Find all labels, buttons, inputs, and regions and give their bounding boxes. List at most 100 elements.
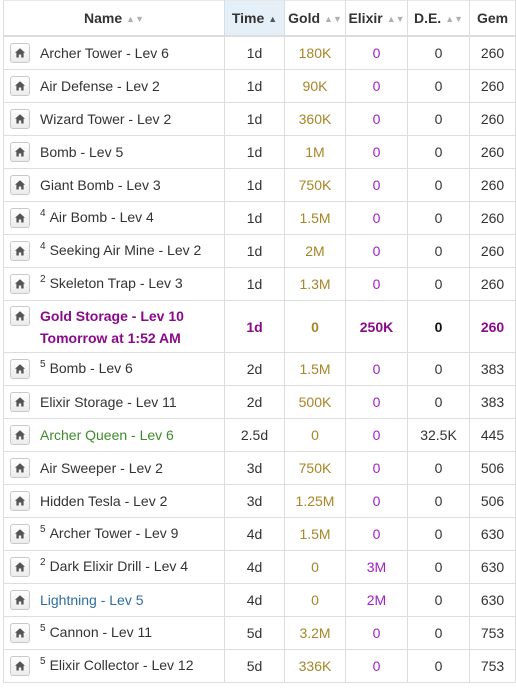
- gold-cost-cell: 180K: [284, 35, 346, 70]
- home-button[interactable]: [10, 76, 30, 96]
- home-button[interactable]: [10, 491, 30, 511]
- sort-neutral-icon: ▲▼: [324, 13, 342, 24]
- home-button[interactable]: [10, 557, 30, 577]
- table-row: 4 Seeking Air Mine - Lev 2 1d 2M 0 0 260: [3, 234, 516, 268]
- home-icon: [14, 212, 26, 224]
- building-name: Elixir Storage - Lev 11: [40, 394, 177, 410]
- column-header-gem-label: Gem: [476, 10, 509, 26]
- dark-elixir-cost-cell: 0: [407, 201, 470, 235]
- home-button[interactable]: [10, 175, 30, 195]
- home-button[interactable]: [10, 359, 30, 379]
- gem-cost-cell: 383: [469, 352, 516, 386]
- column-header-name[interactable]: Name ▲▼: [3, 0, 225, 37]
- gold-cost-cell: 750K: [284, 168, 346, 202]
- home-icon: [14, 396, 26, 408]
- upgrade-table: Name ▲▼ Time ▲ Gold ▲▼ Elixir ▲▼ D.E. ▲▼ Gem …: [3, 0, 516, 683]
- table-body: Archer Tower - Lev 6 1d 180K 0 0 260 Air Defen…: [3, 35, 516, 683]
- elixir-cost-cell: 250K: [345, 300, 408, 353]
- elixir-cost-cell: 0: [345, 135, 408, 169]
- elixir-cost-cell: 3M: [345, 550, 408, 584]
- dark-elixir-cost-cell: 0: [407, 385, 470, 419]
- dark-elixir-cost-cell: 0: [407, 649, 470, 683]
- elixir-cost-cell: 0: [345, 616, 408, 650]
- name-cell: Air Defense - Lev 2: [3, 69, 225, 103]
- building-name: Gold Storage - Lev 10: [40, 307, 184, 324]
- time-cell: 1d: [224, 135, 285, 169]
- gem-cost-cell: 260: [469, 168, 516, 202]
- home-button[interactable]: [10, 392, 30, 412]
- name-cell: Elixir Storage - Lev 11: [3, 385, 225, 419]
- elixir-cost-cell: 0: [345, 451, 408, 485]
- name-cell: 5 Bomb - Lev 6: [3, 352, 225, 386]
- elixir-cost-cell: 0: [345, 352, 408, 386]
- home-button[interactable]: [10, 142, 30, 162]
- gem-cost-cell: 260: [469, 201, 516, 235]
- home-button[interactable]: [10, 109, 30, 129]
- time-cell: 5d: [224, 649, 285, 683]
- home-icon: [14, 363, 26, 375]
- elixir-cost-cell: 0: [345, 234, 408, 268]
- dark-elixir-cost-cell: 0: [407, 352, 470, 386]
- table-row: 2 Dark Elixir Drill - Lev 4 4d 0 3M 0 630: [3, 550, 516, 584]
- home-icon: [14, 47, 26, 59]
- table-row: Archer Queen - Lev 6 2.5d 0 0 32.5K 445: [3, 418, 516, 452]
- gem-cost-cell: 260: [469, 135, 516, 169]
- home-icon: [14, 146, 26, 158]
- table-row: 5 Elixir Collector - Lev 12 5d 336K 0 0 753: [3, 649, 516, 683]
- elixir-cost-cell: 0: [345, 385, 408, 419]
- building-name: Archer Tower - Lev 9: [49, 524, 179, 541]
- home-button[interactable]: [10, 208, 30, 228]
- name-cell: 2 Skeleton Trap - Lev 3: [3, 267, 225, 301]
- column-header-de[interactable]: D.E. ▲▼: [407, 0, 470, 37]
- building-name: Cannon - Lev 11: [49, 623, 153, 640]
- table-row: Air Defense - Lev 2 1d 90K 0 0 260: [3, 69, 516, 103]
- home-button[interactable]: [10, 274, 30, 294]
- column-header-gold[interactable]: Gold ▲▼: [284, 0, 346, 37]
- table-row: 2 Skeleton Trap - Lev 3 1d 1.3M 0 0 260: [3, 267, 516, 301]
- home-button[interactable]: [10, 241, 30, 261]
- building-name: Air Sweeper - Lev 2: [40, 460, 163, 476]
- building-name: Seeking Air Mine - Lev 2: [49, 241, 202, 258]
- home-icon: [14, 80, 26, 92]
- time-cell: 4d: [224, 583, 285, 617]
- name-cell: Giant Bomb - Lev 3: [3, 168, 225, 202]
- home-button[interactable]: [10, 458, 30, 478]
- gem-cost-cell: 630: [469, 550, 516, 584]
- name-cell: 5 Elixir Collector - Lev 12: [3, 649, 225, 683]
- dark-elixir-cost-cell: 0: [407, 267, 470, 301]
- building-name: Giant Bomb - Lev 3: [40, 177, 161, 193]
- home-button[interactable]: [10, 656, 30, 676]
- builder-count: 5: [40, 622, 46, 634]
- name-cell: Archer Queen - Lev 6: [3, 418, 225, 452]
- name-cell: Bomb - Lev 5: [3, 135, 225, 169]
- table-row: Wizard Tower - Lev 2 1d 360K 0 0 260: [3, 102, 516, 136]
- gem-cost-cell: 260: [469, 102, 516, 136]
- home-icon: [14, 113, 26, 125]
- time-cell: 1d: [224, 267, 285, 301]
- table-row: 5 Bomb - Lev 6 2d 1.5M 0 0 383: [3, 352, 516, 386]
- home-button[interactable]: [10, 524, 30, 544]
- column-header-gem[interactable]: Gem: [469, 0, 516, 37]
- gold-cost-cell: 1.3M: [284, 267, 346, 301]
- home-button[interactable]: [10, 43, 30, 63]
- home-button[interactable]: [10, 425, 30, 445]
- sort-neutral-icon: ▲▼: [445, 13, 464, 24]
- column-header-time[interactable]: Time ▲: [224, 0, 285, 37]
- gem-cost-cell: 260: [469, 300, 516, 353]
- elixir-cost-cell: 0: [345, 69, 408, 103]
- gold-cost-cell: 750K: [284, 451, 346, 485]
- home-button[interactable]: [10, 305, 30, 326]
- name-cell: Wizard Tower - Lev 2: [3, 102, 225, 136]
- time-cell: 1d: [224, 168, 285, 202]
- table-row: Hidden Tesla - Lev 2 3d 1.25M 0 0 506: [3, 484, 516, 518]
- column-header-elixir[interactable]: Elixir ▲▼: [345, 0, 408, 37]
- gold-cost-cell: 336K: [284, 649, 346, 683]
- time-cell: 3d: [224, 484, 285, 518]
- elixir-cost-cell: 0: [345, 649, 408, 683]
- gem-cost-cell: 506: [469, 484, 516, 518]
- home-button[interactable]: [10, 590, 30, 610]
- home-button[interactable]: [10, 623, 30, 643]
- dark-elixir-cost-cell: 0: [407, 484, 470, 518]
- building-name: Lightning - Lev 5: [40, 592, 144, 608]
- home-icon: [14, 660, 26, 672]
